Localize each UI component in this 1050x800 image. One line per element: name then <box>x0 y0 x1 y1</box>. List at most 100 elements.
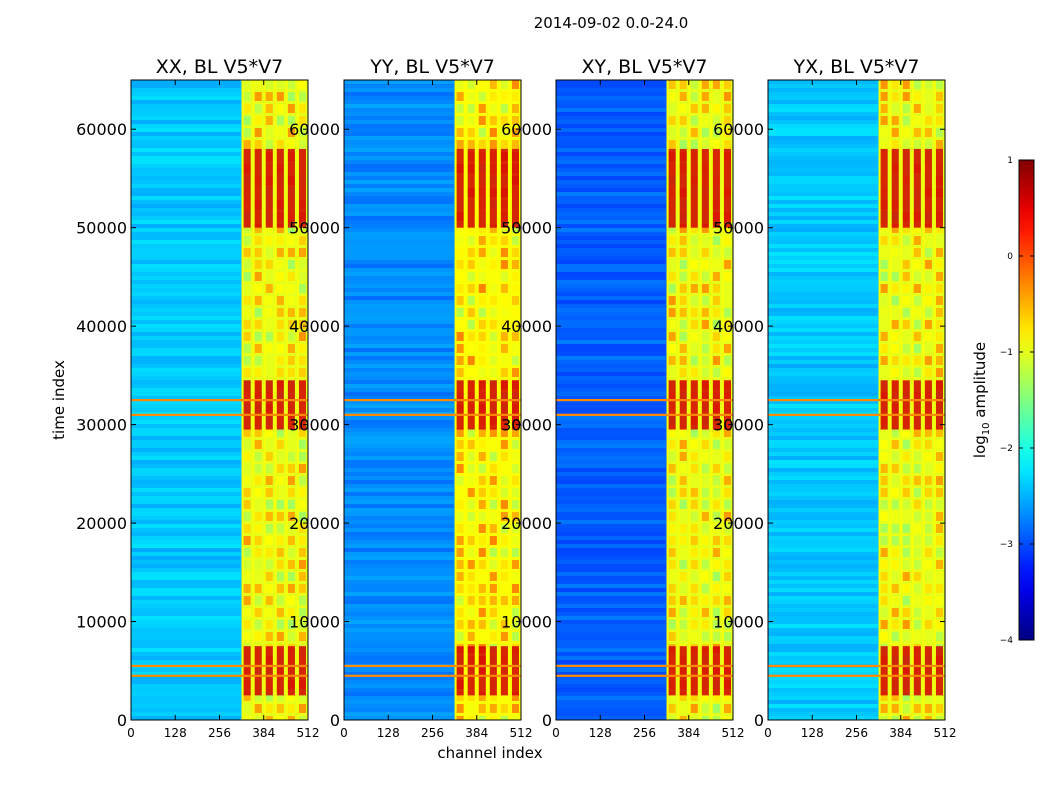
rfi-band-block <box>902 92 910 101</box>
rfi-band-block <box>456 332 464 341</box>
heatmap-row <box>131 656 241 660</box>
heatmap-row <box>556 392 666 396</box>
rfi-band-block <box>902 116 910 125</box>
rfi-band-block <box>467 536 475 545</box>
rfi-band-block <box>701 92 709 101</box>
rfi-band-block <box>690 296 698 305</box>
hot-zone <box>913 148 921 228</box>
rfi-band-block <box>478 572 486 581</box>
rfi-band-block <box>723 512 731 521</box>
heatmap-row <box>344 564 454 568</box>
y-tick-label: 30000 <box>289 416 340 435</box>
heatmap-row <box>344 228 454 232</box>
rfi-band-block <box>478 560 486 569</box>
hot-zone <box>668 148 676 228</box>
rfi-band-block <box>880 512 888 521</box>
rfi-band-block <box>456 572 464 581</box>
rfi-band-block <box>924 464 932 473</box>
rfi-band-block <box>254 80 262 89</box>
rfi-band-block <box>924 428 932 437</box>
rfi-band-block <box>298 524 306 533</box>
rfi-band-block <box>924 236 932 245</box>
rfi-row <box>768 674 945 677</box>
heatmap-row <box>344 80 454 84</box>
heatmap-row <box>344 460 454 464</box>
rfi-band-block <box>500 236 508 245</box>
heatmap-row <box>344 384 454 388</box>
y-tick-label: 40000 <box>501 317 552 336</box>
rfi-band-block <box>924 560 932 569</box>
rfi-band-block <box>500 704 508 713</box>
rfi-band-block <box>690 428 698 437</box>
rfi-band-block <box>690 548 698 557</box>
rfi-band-block <box>298 344 306 353</box>
rfi-band-block <box>690 224 698 233</box>
rfi-band-block <box>478 284 486 293</box>
rfi-band-block <box>511 320 519 329</box>
heatmap-row <box>556 424 666 428</box>
heatmap-row <box>556 684 666 688</box>
rfi-band-block <box>243 512 251 521</box>
heatmap-row <box>556 596 666 600</box>
rfi-band-block <box>287 476 295 485</box>
hot-zone <box>478 646 486 696</box>
rfi-band-block <box>243 452 251 461</box>
heatmap-row <box>768 448 878 452</box>
heatmap-row <box>768 496 878 500</box>
heatmap-row <box>131 396 241 400</box>
heatmap-row <box>768 580 878 584</box>
heatmap-row <box>344 648 454 652</box>
y-tick-label: 10000 <box>713 613 764 632</box>
rfi-band-block <box>668 476 676 485</box>
heatmap-row <box>131 292 241 296</box>
rfi-band-block <box>265 356 273 365</box>
heatmap-row <box>344 640 454 644</box>
rfi-band-block <box>679 128 687 137</box>
heatmap-row <box>131 348 241 352</box>
heatmap-row <box>344 364 454 368</box>
heatmap-row <box>344 188 454 192</box>
y-tick-label: 30000 <box>501 416 552 435</box>
colorbar-tick-label: −3 <box>1000 540 1013 550</box>
rfi-band-block <box>723 356 731 365</box>
rfi-band-block <box>935 440 943 449</box>
heatmap-row <box>556 448 666 452</box>
rfi-band-block <box>935 104 943 113</box>
heatmap-row <box>131 180 241 184</box>
heatmap-row <box>131 600 241 604</box>
rfi-band-block <box>254 572 262 581</box>
rfi-band-block <box>679 584 687 593</box>
rfi-band-block <box>478 368 486 377</box>
rfi-band-block <box>723 536 731 545</box>
rfi-band-block <box>902 236 910 245</box>
rfi-band-block <box>690 440 698 449</box>
rfi-band-block <box>265 92 273 101</box>
heatmap-row <box>344 660 454 664</box>
heatmap-row <box>344 528 454 532</box>
rfi-band-block <box>298 296 306 305</box>
heatmap-row <box>344 476 454 480</box>
rfi-band-block <box>723 332 731 341</box>
heatmap-row <box>131 208 241 212</box>
heatmap-row <box>768 592 878 596</box>
heatmap-row <box>768 380 878 384</box>
heatmap-row <box>768 552 878 556</box>
heatmap-row <box>131 660 241 664</box>
rfi-band-block <box>913 500 921 509</box>
rfi-band-block <box>478 128 486 137</box>
rfi-band-block <box>712 296 720 305</box>
rfi-band-block <box>511 428 519 437</box>
rfi-band-block <box>456 608 464 617</box>
rfi-band-block <box>456 500 464 509</box>
heatmap-row <box>131 200 241 204</box>
rfi-band-block <box>243 104 251 113</box>
heatmap-row <box>344 280 454 284</box>
rfi-band-block <box>243 560 251 569</box>
rfi-band-block <box>467 332 475 341</box>
rfi-band-block <box>880 440 888 449</box>
heatmap-row <box>768 716 878 720</box>
heatmap-row <box>768 264 878 268</box>
rfi-band-block <box>668 524 676 533</box>
heatmap-row <box>131 376 241 380</box>
heatmap-row <box>344 124 454 128</box>
